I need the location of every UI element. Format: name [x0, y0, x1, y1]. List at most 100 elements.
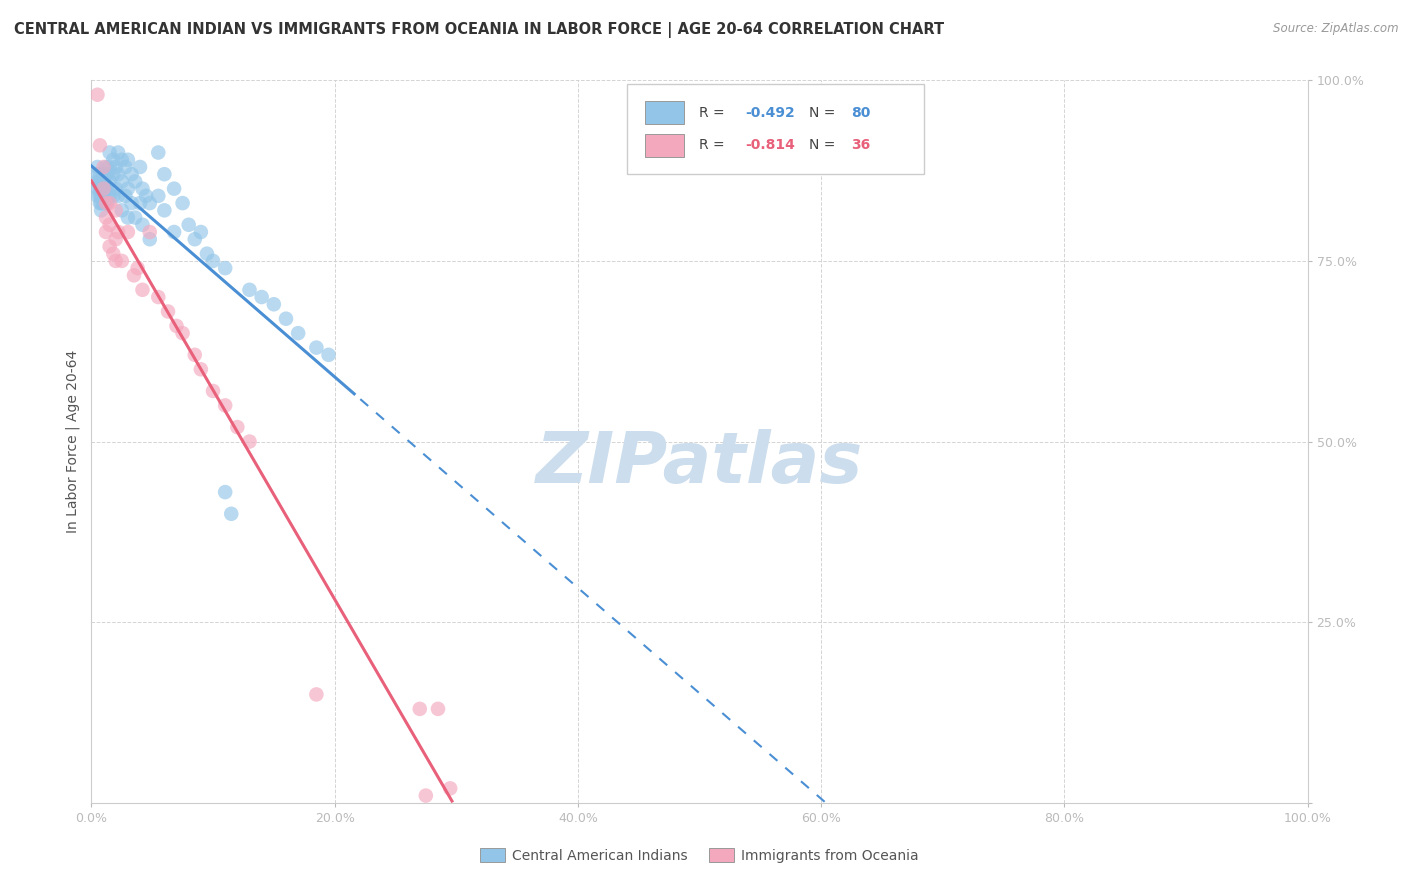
Point	[96, 167, 118, 181]
Point	[127, 261, 149, 276]
Point	[166, 318, 188, 333]
Point	[153, 203, 176, 218]
Point	[111, 174, 134, 188]
Point	[409, 702, 432, 716]
Point	[214, 261, 236, 276]
Point	[93, 182, 115, 196]
Point	[202, 253, 225, 268]
Text: Source: ZipAtlas.com: Source: ZipAtlas.com	[1274, 22, 1399, 36]
Point	[172, 326, 194, 340]
Point	[98, 160, 121, 174]
Text: N =: N =	[808, 138, 839, 153]
Point	[163, 225, 186, 239]
Point	[94, 196, 117, 211]
Point	[117, 153, 139, 167]
Legend: Central American Indians, Immigrants from Oceania: Central American Indians, Immigrants fro…	[475, 842, 924, 868]
Point	[94, 160, 117, 174]
Point	[139, 196, 162, 211]
Point	[219, 507, 242, 521]
Point	[93, 174, 115, 188]
Point	[94, 196, 117, 211]
FancyBboxPatch shape	[627, 84, 925, 174]
Point	[90, 203, 112, 218]
Point	[117, 225, 139, 239]
Point	[93, 189, 115, 203]
Point	[131, 182, 153, 196]
Point	[94, 182, 117, 196]
Point	[86, 160, 108, 174]
Point	[305, 341, 328, 355]
Point	[104, 232, 127, 246]
Point	[124, 174, 146, 188]
Point	[117, 182, 139, 196]
Point	[131, 283, 153, 297]
Point	[98, 196, 121, 211]
Point	[139, 232, 162, 246]
Point	[90, 196, 112, 211]
Point	[177, 218, 200, 232]
Point	[156, 304, 179, 318]
Point	[90, 174, 112, 188]
Point	[104, 160, 127, 174]
Point	[94, 225, 117, 239]
Point	[129, 196, 152, 211]
Point	[439, 781, 461, 796]
Point	[111, 153, 134, 167]
Point	[131, 218, 153, 232]
Point	[107, 189, 129, 203]
Point	[305, 687, 328, 701]
Point	[89, 138, 111, 153]
Point	[94, 211, 117, 225]
Point	[124, 211, 146, 225]
Text: CENTRAL AMERICAN INDIAN VS IMMIGRANTS FROM OCEANIA IN LABOR FORCE | AGE 20-64 CO: CENTRAL AMERICAN INDIAN VS IMMIGRANTS FR…	[14, 22, 945, 38]
Point	[318, 348, 340, 362]
Point	[90, 182, 112, 196]
Point	[107, 145, 129, 160]
Point	[202, 384, 225, 398]
Point	[111, 253, 134, 268]
Point	[114, 160, 136, 174]
Point	[122, 268, 145, 283]
Point	[86, 174, 108, 188]
Point	[103, 167, 125, 181]
Point	[415, 789, 437, 803]
Text: N =: N =	[808, 106, 839, 120]
Point	[190, 225, 212, 239]
Point	[98, 218, 121, 232]
Point	[172, 196, 194, 211]
Y-axis label: In Labor Force | Age 20-64: In Labor Force | Age 20-64	[66, 350, 80, 533]
Point	[238, 283, 260, 297]
Point	[103, 246, 125, 260]
Point	[104, 182, 127, 196]
Text: -0.814: -0.814	[745, 138, 796, 153]
Point	[238, 434, 260, 449]
Point	[184, 232, 207, 246]
Point	[104, 203, 127, 218]
Point	[98, 174, 121, 188]
Point	[163, 182, 186, 196]
Point	[103, 153, 125, 167]
Point	[195, 246, 218, 260]
Text: R =: R =	[699, 138, 730, 153]
Point	[90, 189, 112, 203]
Text: R =: R =	[699, 106, 730, 120]
Point	[107, 225, 129, 239]
Point	[104, 253, 127, 268]
Point	[190, 362, 212, 376]
Point	[139, 225, 162, 239]
Point	[114, 189, 136, 203]
Point	[135, 189, 157, 203]
Point	[89, 167, 111, 181]
Point	[287, 326, 309, 340]
Point	[89, 196, 111, 211]
Point	[98, 145, 121, 160]
Text: 80: 80	[852, 106, 870, 120]
Point	[98, 189, 121, 203]
Text: ZIPatlas: ZIPatlas	[536, 429, 863, 498]
Point	[107, 167, 129, 181]
Point	[226, 420, 249, 434]
Point	[94, 167, 117, 181]
Point	[427, 702, 450, 716]
Point	[86, 167, 108, 181]
Point	[111, 203, 134, 218]
